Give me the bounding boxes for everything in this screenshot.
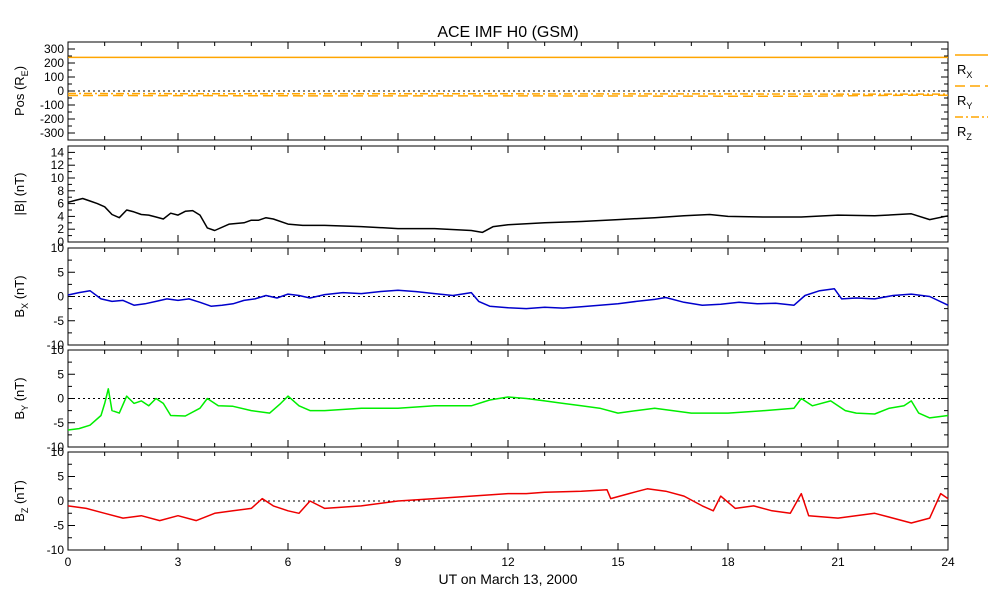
x-tick-label: 15 bbox=[611, 555, 625, 569]
y-tick-label: 0 bbox=[57, 494, 64, 508]
y-tick-label: -10 bbox=[47, 338, 65, 352]
x-tick-label: 24 bbox=[941, 555, 955, 569]
y-tick-label: -5 bbox=[53, 314, 64, 328]
y-axis-label: BY (nT) bbox=[12, 377, 30, 419]
y-tick-label: 8 bbox=[57, 184, 64, 198]
x-tick-label: 0 bbox=[65, 555, 72, 569]
legend-rz-label: RZ bbox=[957, 124, 972, 142]
x-tick-label: 21 bbox=[831, 555, 845, 569]
legend-rx-label: RX bbox=[957, 62, 972, 80]
legend: RX RY RZ bbox=[955, 54, 988, 142]
y-tick-label: 12 bbox=[51, 158, 65, 172]
y-tick-label: 10 bbox=[51, 171, 65, 185]
y-tick-label: -10 bbox=[47, 543, 65, 557]
y-tick-label: 0 bbox=[57, 84, 64, 98]
series-bz-line bbox=[67, 488, 949, 524]
y-tick-label: -100 bbox=[40, 98, 64, 112]
y-tick-label: 200 bbox=[44, 56, 64, 70]
series-by-line bbox=[67, 388, 949, 431]
y-tick-label: 5 bbox=[57, 265, 64, 279]
y-tick-label: -10 bbox=[47, 440, 65, 454]
y-tick-label: 10 bbox=[51, 445, 65, 459]
x-tick-label: 3 bbox=[175, 555, 182, 569]
y-tick-label: 4 bbox=[57, 209, 64, 223]
y-tick-label: -200 bbox=[40, 112, 64, 126]
x-axis: 0 3 6 9 12 15 18 21 24 bbox=[65, 555, 955, 569]
x-tick-label: 6 bbox=[285, 555, 292, 569]
panel-bz: -10 -5 0 5 10 BZ (nT) bbox=[12, 445, 949, 557]
y-tick-label: 6 bbox=[57, 197, 64, 211]
panel-frame bbox=[67, 145, 949, 243]
y-tick-label: 5 bbox=[57, 367, 64, 381]
y-tick-label: 5 bbox=[57, 470, 64, 484]
y-tick-label: 14 bbox=[51, 145, 65, 159]
y-axis-label: BZ (nT) bbox=[12, 480, 30, 522]
panel-bx: -10 -5 0 5 10 BX (nT) bbox=[12, 241, 949, 352]
y-tick-label: -300 bbox=[40, 126, 64, 140]
y-tick-label: -5 bbox=[53, 519, 64, 533]
y-axis-label: BX (nT) bbox=[12, 275, 30, 317]
y-tick-label: -5 bbox=[53, 416, 64, 430]
y-axis-label: |B| (nT) bbox=[12, 173, 27, 216]
series-bx-line bbox=[67, 287, 949, 310]
legend-ry-label: RY bbox=[957, 93, 972, 111]
y-tick-label: 10 bbox=[51, 343, 65, 357]
y-tick-label: 0 bbox=[57, 290, 64, 304]
y-tick-label: 10 bbox=[51, 241, 65, 255]
y-tick-label: 2 bbox=[57, 222, 64, 236]
y-tick-label: 0 bbox=[57, 392, 64, 406]
series-b-line bbox=[67, 197, 949, 234]
series-rz-line bbox=[67, 92, 948, 95]
chart-title: ACE IMF H0 (GSM) bbox=[437, 24, 578, 41]
x-tick-label: 9 bbox=[395, 555, 402, 569]
x-tick-label: 12 bbox=[501, 555, 515, 569]
panel-by: -10 -5 0 5 10 BY (nT) bbox=[12, 343, 949, 454]
y-tick-label: 0 bbox=[57, 235, 64, 249]
x-tick-label: 18 bbox=[721, 555, 735, 569]
y-axis-label: Pos (RE) bbox=[12, 66, 30, 116]
series-ry-line bbox=[67, 94, 948, 98]
y-tick-label: 300 bbox=[44, 42, 64, 56]
x-axis-label: UT on March 13, 2000 bbox=[438, 571, 577, 587]
y-tick-label: 100 bbox=[44, 70, 64, 84]
